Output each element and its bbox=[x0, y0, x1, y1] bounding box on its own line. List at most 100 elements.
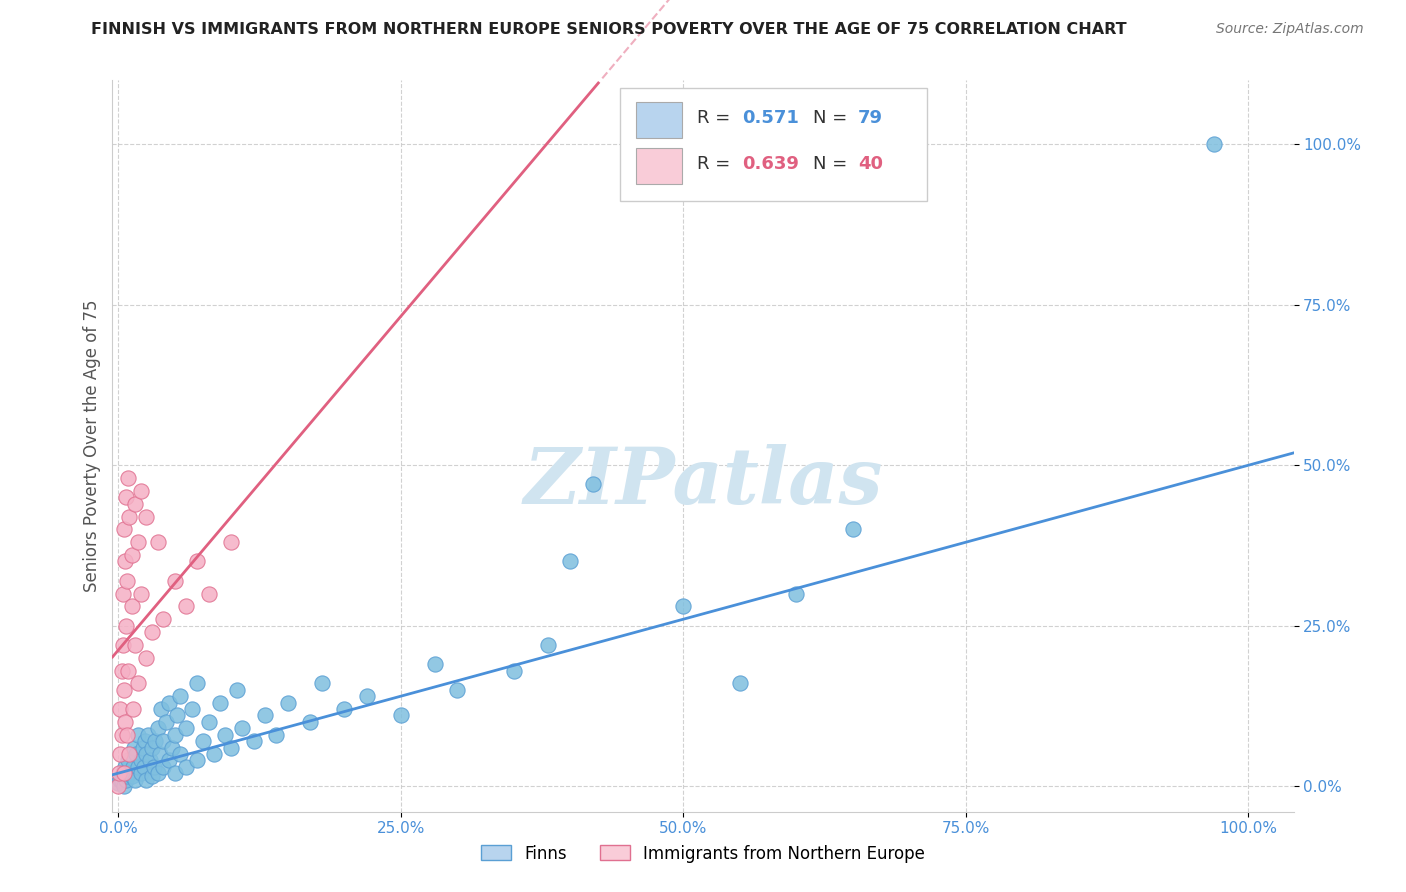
Point bbox=[110, 702, 132, 716]
Point bbox=[129, 586, 152, 600]
Point bbox=[180, 702, 202, 716]
Point bbox=[186, 554, 208, 568]
Point bbox=[127, 676, 149, 690]
Point bbox=[152, 760, 174, 774]
Point bbox=[163, 728, 186, 742]
Point bbox=[121, 760, 143, 774]
Point bbox=[582, 477, 605, 491]
Point bbox=[141, 625, 163, 640]
Point bbox=[118, 509, 141, 524]
Point bbox=[127, 728, 149, 742]
FancyBboxPatch shape bbox=[636, 148, 682, 184]
Point bbox=[124, 638, 146, 652]
Point bbox=[114, 714, 136, 729]
Point bbox=[157, 696, 180, 710]
Point bbox=[423, 657, 446, 672]
Point bbox=[277, 696, 299, 710]
Point bbox=[134, 760, 156, 774]
Point bbox=[117, 753, 139, 767]
Point bbox=[118, 766, 141, 780]
Point bbox=[163, 574, 186, 588]
Point bbox=[115, 618, 138, 632]
Point bbox=[117, 664, 139, 678]
Point bbox=[152, 734, 174, 748]
Point bbox=[197, 714, 219, 729]
Point bbox=[162, 740, 184, 755]
Point bbox=[219, 740, 242, 755]
Point bbox=[299, 714, 322, 729]
Point bbox=[134, 734, 156, 748]
Point bbox=[124, 772, 146, 787]
Point bbox=[121, 599, 143, 614]
Point bbox=[110, 772, 132, 787]
Point bbox=[174, 721, 197, 735]
Point bbox=[225, 682, 247, 697]
Point bbox=[124, 497, 146, 511]
Point bbox=[145, 734, 167, 748]
Point bbox=[146, 721, 169, 735]
Point bbox=[111, 766, 134, 780]
Point bbox=[125, 747, 148, 761]
Point bbox=[115, 574, 138, 588]
Point bbox=[121, 702, 143, 716]
Point bbox=[121, 769, 143, 783]
Point bbox=[117, 471, 139, 485]
Point bbox=[191, 734, 214, 748]
Point bbox=[149, 747, 172, 761]
Point bbox=[135, 747, 157, 761]
Point bbox=[266, 728, 288, 742]
Point bbox=[139, 753, 162, 767]
Point bbox=[166, 708, 188, 723]
Text: Source: ZipAtlas.com: Source: ZipAtlas.com bbox=[1216, 22, 1364, 37]
Point bbox=[107, 776, 129, 790]
Point bbox=[254, 708, 277, 723]
Text: FINNISH VS IMMIGRANTS FROM NORTHERN EUROPE SENIORS POVERTY OVER THE AGE OF 75 CO: FINNISH VS IMMIGRANTS FROM NORTHERN EURO… bbox=[91, 22, 1128, 37]
Point bbox=[141, 769, 163, 783]
Point bbox=[174, 760, 197, 774]
Point bbox=[136, 728, 159, 742]
Point bbox=[111, 586, 134, 600]
Point bbox=[202, 747, 225, 761]
Point bbox=[842, 523, 865, 537]
Point bbox=[169, 747, 191, 761]
Point bbox=[114, 554, 136, 568]
Point bbox=[163, 766, 186, 780]
Point bbox=[672, 599, 695, 614]
Point bbox=[356, 690, 378, 704]
Point bbox=[174, 599, 197, 614]
Point bbox=[446, 682, 468, 697]
Point bbox=[135, 650, 157, 665]
Point bbox=[502, 664, 524, 678]
Point bbox=[785, 586, 807, 600]
Point bbox=[728, 676, 751, 690]
FancyBboxPatch shape bbox=[636, 103, 682, 138]
Point bbox=[107, 779, 129, 793]
Point bbox=[146, 766, 169, 780]
FancyBboxPatch shape bbox=[620, 87, 928, 201]
Point bbox=[110, 747, 132, 761]
Point bbox=[110, 773, 132, 788]
Point bbox=[536, 638, 558, 652]
Text: N =: N = bbox=[813, 110, 853, 128]
Point bbox=[112, 523, 135, 537]
Point bbox=[110, 664, 132, 678]
Point bbox=[115, 491, 138, 505]
Point bbox=[155, 714, 177, 729]
Point bbox=[127, 760, 149, 774]
Point bbox=[112, 682, 135, 697]
Y-axis label: Seniors Poverty Over the Age of 75: Seniors Poverty Over the Age of 75 bbox=[83, 300, 101, 592]
Point bbox=[242, 734, 264, 748]
Point bbox=[146, 535, 169, 549]
Point bbox=[1204, 137, 1226, 152]
Text: 0.639: 0.639 bbox=[742, 155, 799, 173]
Point bbox=[169, 690, 191, 704]
Point bbox=[231, 721, 253, 735]
Point bbox=[129, 753, 152, 767]
Point bbox=[127, 535, 149, 549]
Point bbox=[121, 548, 143, 562]
Point bbox=[157, 753, 180, 767]
Legend: Finns, Immigrants from Northern Europe: Finns, Immigrants from Northern Europe bbox=[474, 838, 932, 869]
Point bbox=[135, 772, 157, 787]
Text: 40: 40 bbox=[858, 155, 883, 173]
Point bbox=[132, 740, 155, 755]
